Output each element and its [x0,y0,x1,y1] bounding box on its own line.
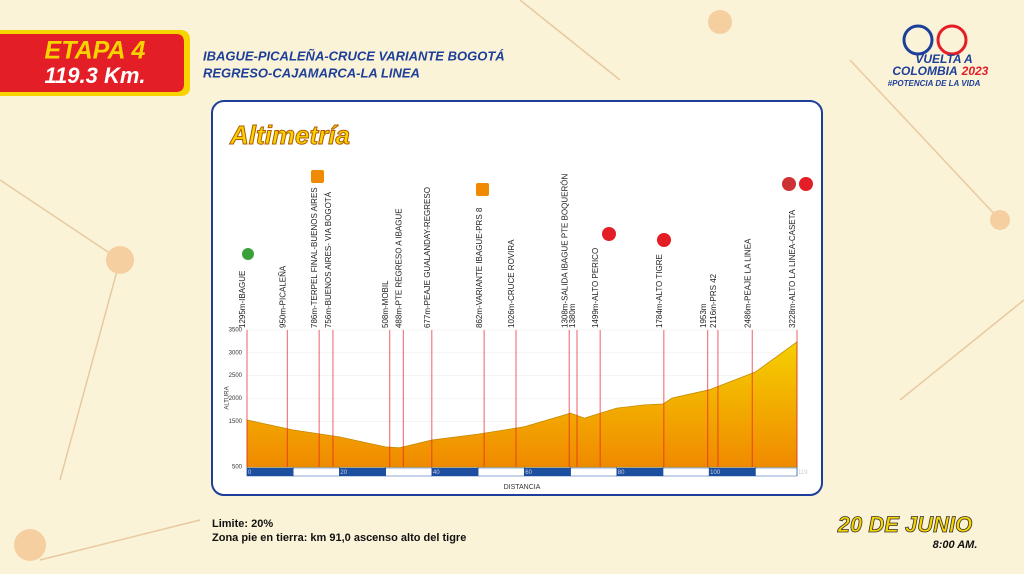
dot [106,246,134,274]
axis-band [246,467,294,477]
waypoint-label: 1953m [699,303,708,328]
y-tick-label: 1500 [229,419,243,425]
x-tick-label: 30 [387,470,394,476]
x-tick-label: 0 [248,470,252,476]
logo-wheel [936,24,968,56]
background-network [0,0,1024,561]
x-tick-label: 90 [664,470,671,476]
start-icon [242,248,254,260]
climb-icon [602,227,616,241]
waypoint-label: 1380m [568,303,577,328]
y-axis-label: ALTURA [225,386,231,409]
distance: 119.3 Km. [44,63,145,88]
note: Limite: 20% [212,518,273,530]
x-tick-label: 20 [340,470,347,476]
x-tick-label: 119 [798,470,808,476]
waypoint-label: 677m-PEAJE GUALANDAY-REGRESO [423,187,432,328]
finish-icon [782,177,796,191]
waypoint-label: 1784m-ALTO TIGRE [655,254,664,328]
x-tick-label: 100 [710,470,721,476]
waypoint-label: 2486m-PEAJE LA LINEA [743,238,752,328]
dot [990,210,1010,230]
waypoint-label: 862m-VARIANTE IBAGUE-PRS 8 [475,207,484,328]
waypoint-label: 1499m-ALTO PERICO [591,248,600,328]
chart-title: Altimetría [229,120,350,150]
logo-slogan: #POTENCIA DE LA VIDA [888,79,981,88]
header-inner [0,34,184,92]
waypoint-label: 508m-MOBIL [381,280,390,328]
logo-text: VUELTA A [915,52,972,66]
y-tick-label: 2500 [229,373,243,379]
waypoint-label: 1026m-CRUCE ROVIRA [507,239,516,328]
x-tick-label: 10 [294,470,301,476]
sprint-icon [311,170,324,183]
elevation-area [246,341,798,468]
x-tick-label: 40 [433,470,440,476]
waypoint-label: 950m-PICALEÑA [278,265,287,328]
dot [708,10,732,34]
x-axis-label: DISTANCIA [504,484,541,491]
date: 20 DE JUNIO [837,512,973,537]
x-tick-label: 70 [572,470,579,476]
stage: ETAPA 4 [45,37,146,65]
logo-text: COLOMBIA [892,64,957,78]
x-tick-label: 50 [479,470,486,476]
logo-wheel [902,24,934,56]
route-line: IBAGUE-PICALEÑA-CRUCE VARIANTE BOGOTÁ [203,48,505,63]
y-tick-label: 3000 [229,350,243,356]
note: Zona pie en tierra: km 91,0 ascenso alto… [212,532,466,544]
waypoint-label: 1308m-SALIDA IBAGUE PTE BOQUERÓN [560,174,569,328]
x-tick-label: 60 [525,470,532,476]
climb-icon [657,233,671,247]
logo-year: 2023 [961,64,989,78]
y-tick-label: 2000 [229,396,243,402]
hc-icon [799,177,813,191]
sprint-icon [476,183,489,196]
x-tick-label: 110 [756,470,766,476]
chart-card [211,100,823,496]
waypoint-label: 488m-PTE REGRESO A IBAGUE [394,208,403,328]
waypoint-label: 756m-BUENOS AIRES- VIA BOGOTÁ [324,191,333,328]
time: 8:00 AM. [933,539,978,551]
waypoint-label: 3228m-ALTO LA LINEA-CASETA [788,209,797,328]
waypoint-label: 786m-TERPEL FINAL-BUENOS AIRES [310,187,319,328]
dot [14,529,46,561]
x-tick-label: 80 [618,470,625,476]
y-tick-label: 500 [232,465,243,471]
waypoint-label: 2116m-PRS 42 [709,273,718,328]
waypoint-label: 1295m-IBAGUE [238,271,247,328]
route-line: REGRESO-CAJAMARCA-LA LINEA [203,65,420,80]
y-tick-label: 3500 [229,328,243,334]
